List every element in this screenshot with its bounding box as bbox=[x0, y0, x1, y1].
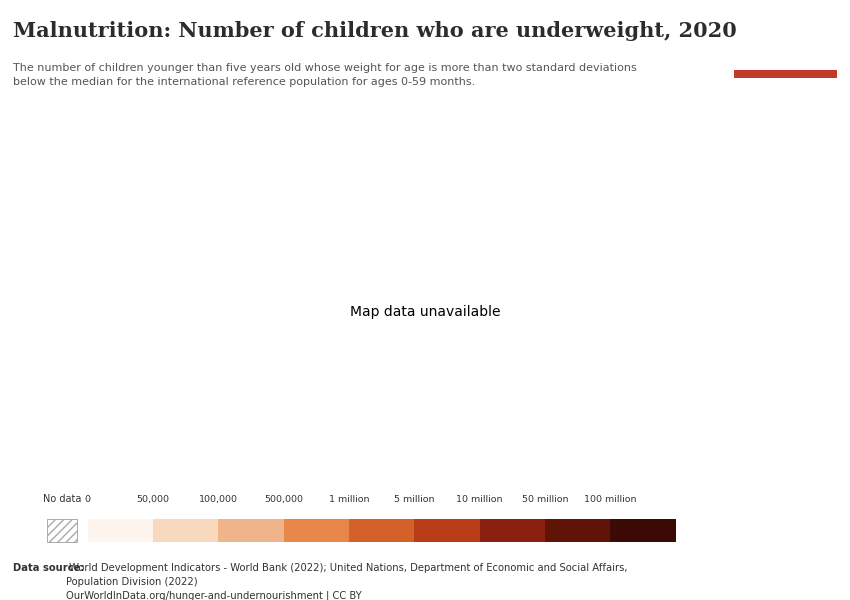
Bar bbox=[734, 70, 837, 78]
Bar bbox=[218, 519, 284, 542]
Text: No data: No data bbox=[42, 494, 81, 504]
Text: World Development Indicators - World Bank (2022); United Nations, Department of : World Development Indicators - World Ban… bbox=[65, 563, 627, 600]
Text: Data source:: Data source: bbox=[13, 563, 84, 573]
Text: 5 million: 5 million bbox=[394, 495, 434, 504]
Text: 100 million: 100 million bbox=[584, 495, 637, 504]
Text: 0: 0 bbox=[85, 495, 91, 504]
Text: 10 million: 10 million bbox=[456, 495, 503, 504]
Text: 50 million: 50 million bbox=[522, 495, 569, 504]
Text: The number of children younger than five years old whose weight for age is more : The number of children younger than five… bbox=[13, 63, 637, 87]
Text: 100,000: 100,000 bbox=[199, 495, 238, 504]
Bar bbox=[88, 519, 153, 542]
Bar bbox=[349, 519, 414, 542]
Bar bbox=[545, 519, 610, 542]
Text: Malnutrition: Number of children who are underweight, 2020: Malnutrition: Number of children who are… bbox=[13, 21, 736, 41]
Bar bbox=[479, 519, 545, 542]
Text: Map data unavailable: Map data unavailable bbox=[349, 305, 501, 319]
Bar bbox=[284, 519, 349, 542]
Text: 1 million: 1 million bbox=[329, 495, 369, 504]
Text: 50,000: 50,000 bbox=[137, 495, 169, 504]
Bar bbox=[47, 519, 77, 542]
Bar bbox=[153, 519, 218, 542]
Text: 500,000: 500,000 bbox=[264, 495, 303, 504]
Bar bbox=[610, 519, 676, 542]
Bar bbox=[414, 519, 479, 542]
Text: Our World
in Data: Our World in Data bbox=[756, 25, 815, 49]
